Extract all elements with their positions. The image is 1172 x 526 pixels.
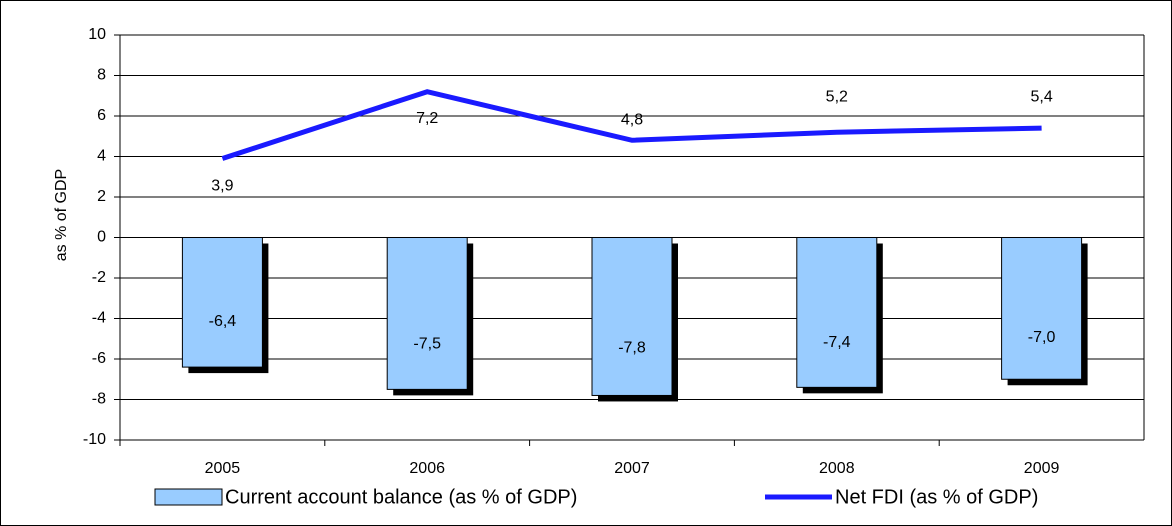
y-tick-label: -10	[83, 431, 106, 448]
y-tick-label: -8	[92, 391, 106, 408]
bar	[181, 237, 263, 368]
y-tick-label: 2	[97, 188, 106, 205]
y-tick-label: 4	[97, 148, 106, 165]
bar-value-label: -7,5	[413, 335, 441, 352]
y-axis-title: as % of GDP	[53, 169, 70, 261]
y-tick-label: -2	[92, 269, 106, 286]
y-tick-label: 10	[88, 26, 106, 43]
y-tick-label: 8	[97, 67, 106, 84]
bar	[796, 237, 878, 388]
x-tick-label: 2008	[819, 460, 855, 477]
bar	[591, 237, 673, 396]
bar	[386, 237, 468, 390]
y-tick-label: 0	[97, 229, 106, 246]
x-tick-label: 2007	[614, 460, 650, 477]
x-tick-label: 2006	[409, 460, 445, 477]
legend-label: Net FDI (as % of GDP)	[835, 486, 1038, 508]
line-value-label: 7,2	[416, 110, 438, 127]
y-tick-label: 6	[97, 107, 106, 124]
legend-label: Current account balance (as % of GDP)	[225, 486, 577, 508]
line-value-label: 3,9	[211, 178, 233, 195]
bar	[1001, 237, 1083, 380]
bar-value-label: -7,0	[1028, 329, 1056, 346]
bar-value-label: -7,8	[618, 339, 646, 356]
y-tick-label: -4	[92, 310, 106, 327]
bar-value-label: -6,4	[209, 313, 237, 330]
line-value-label: 5,2	[826, 88, 848, 105]
x-tick-label: 2005	[205, 460, 241, 477]
x-tick-label: 2009	[1024, 460, 1060, 477]
bar-value-label: -7,4	[823, 334, 851, 351]
line-value-label: 4,8	[621, 112, 643, 129]
y-tick-label: -6	[92, 350, 106, 367]
line-value-label: 5,4	[1030, 88, 1052, 105]
legend-swatch	[154, 488, 223, 506]
line	[221, 89, 1042, 161]
